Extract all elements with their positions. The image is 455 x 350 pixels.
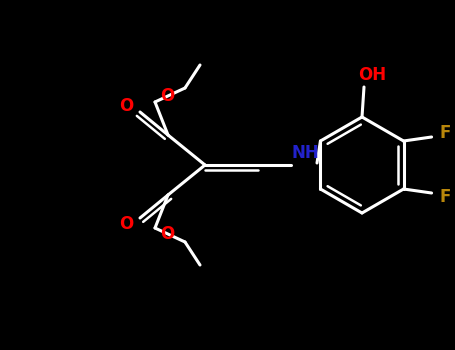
Text: F: F bbox=[440, 188, 451, 206]
Text: NH: NH bbox=[291, 144, 319, 162]
Text: O: O bbox=[160, 87, 174, 105]
Text: O: O bbox=[119, 215, 133, 233]
Text: O: O bbox=[160, 225, 174, 243]
Text: OH: OH bbox=[358, 66, 386, 84]
Text: F: F bbox=[440, 124, 451, 142]
Text: O: O bbox=[119, 97, 133, 115]
